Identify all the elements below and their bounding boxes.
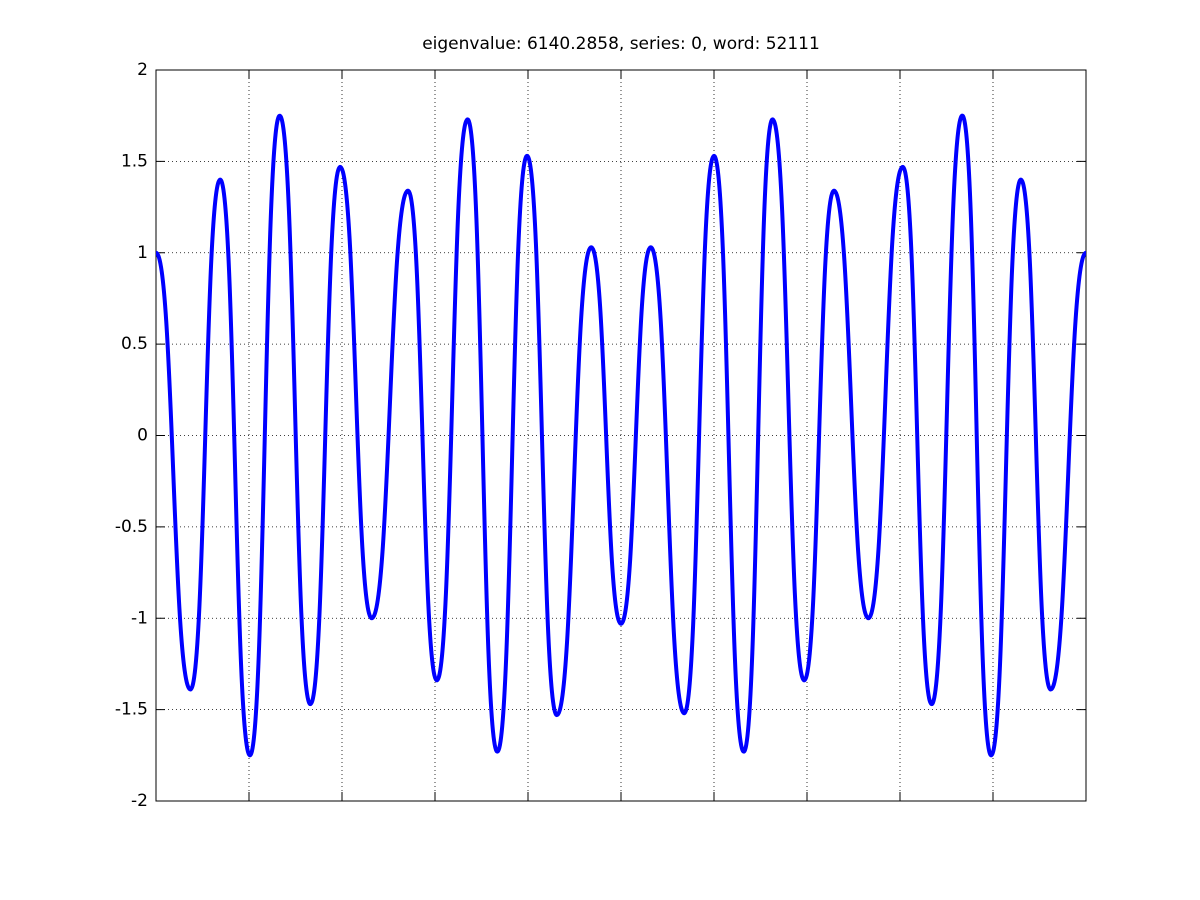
y-tick-label: 1.5 xyxy=(121,151,148,171)
y-tick-label: -2 xyxy=(131,791,148,811)
y-tick-label: 1 xyxy=(137,243,148,263)
y-tick-label: -0.5 xyxy=(115,517,148,537)
y-tick-label: -1 xyxy=(131,608,148,628)
y-tick-label: -1.5 xyxy=(115,700,148,720)
y-tick-label: 0 xyxy=(137,426,148,446)
y-tick-label: 2 xyxy=(137,60,148,80)
y-tick-label: 0.5 xyxy=(121,334,148,354)
plot-frame xyxy=(155,69,1087,802)
chart-title: eigenvalue: 6140.2858, series: 0, word: … xyxy=(422,34,820,54)
line xyxy=(154,113,1088,758)
